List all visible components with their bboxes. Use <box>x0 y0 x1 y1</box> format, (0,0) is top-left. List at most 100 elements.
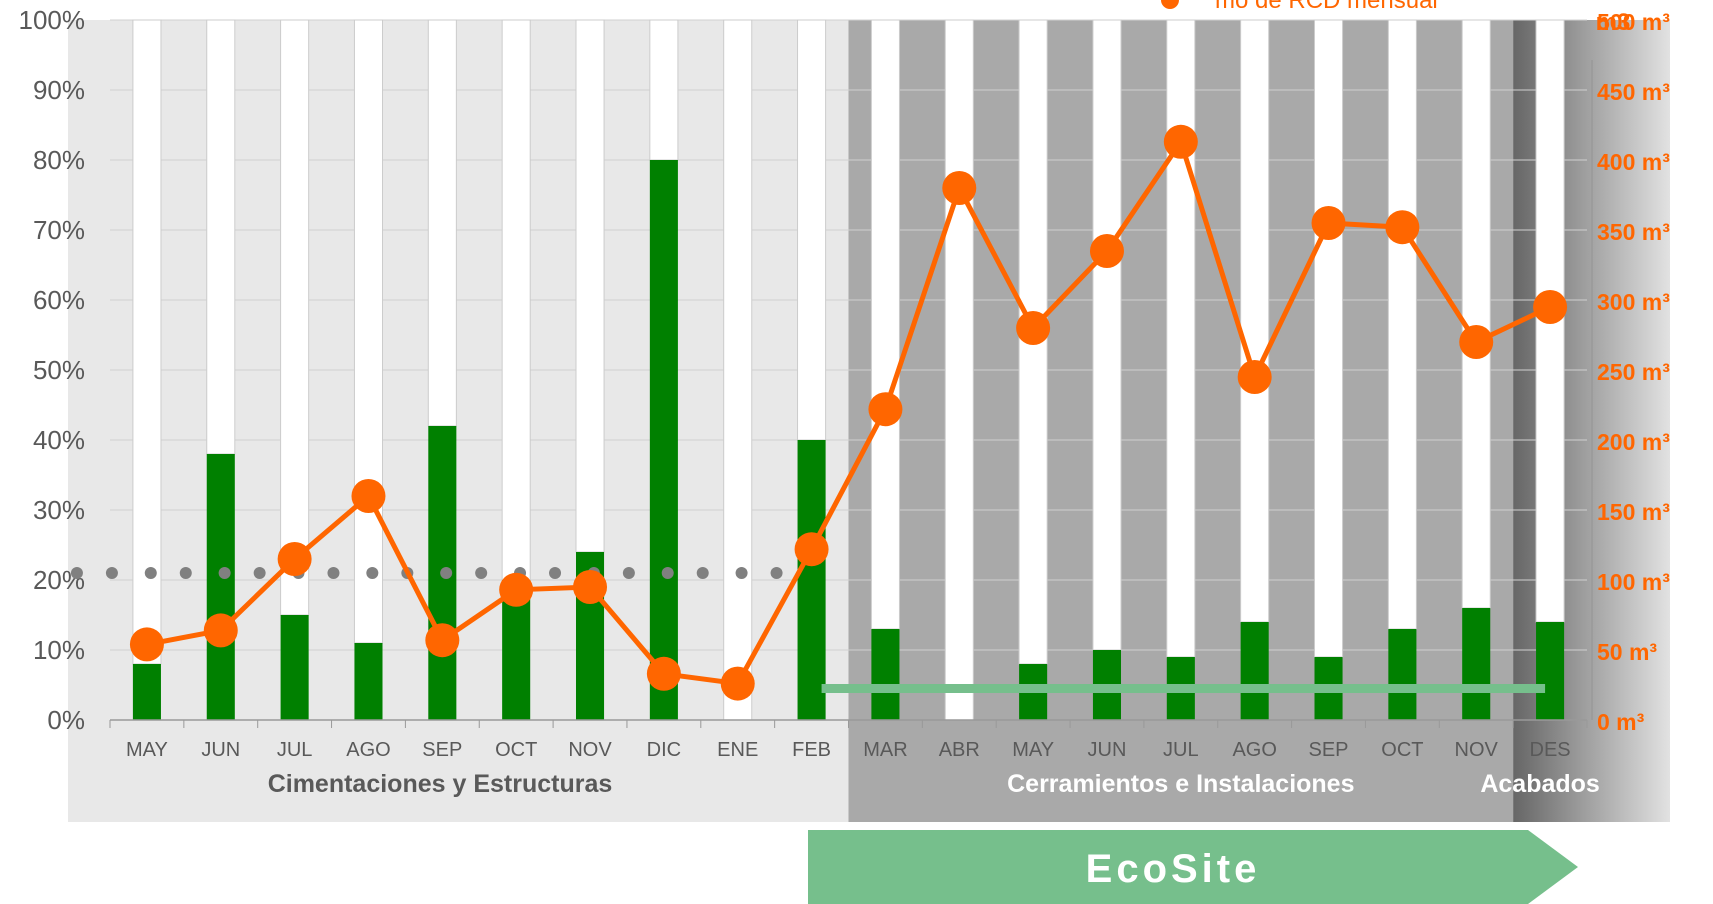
dotted-point <box>735 567 748 579</box>
x-tick-label: MAR <box>863 739 907 761</box>
bar-top <box>1240 19 1270 623</box>
dotted-point <box>661 567 674 579</box>
x-tick-label: JUN <box>201 739 240 761</box>
y2-tick-label: 0 m³ <box>1597 709 1645 735</box>
ecosite-banner <box>808 830 1578 904</box>
bar-bottom <box>132 664 161 720</box>
y2-tick-label: 450 m³ <box>1597 79 1670 105</box>
lines <box>70 124 1568 701</box>
bar-top <box>1092 19 1122 651</box>
bar-bottom <box>1462 608 1491 720</box>
rcd-point <box>1385 210 1420 245</box>
bar-top <box>427 19 457 427</box>
phase-bg-cimentaciones <box>68 20 849 822</box>
y2-tick-label: 50 m³ <box>1597 639 1657 665</box>
x-tick-label: JUN <box>1088 739 1127 761</box>
phase-label-acabados: Acabados <box>1480 770 1599 798</box>
x-tick-label: OCT <box>1381 739 1423 761</box>
bar-top <box>501 19 531 581</box>
y2-tick-label: 250 m³ <box>1597 359 1670 385</box>
dotted-point <box>622 567 635 579</box>
rcd-point <box>1089 234 1124 268</box>
bar-top <box>944 19 974 721</box>
rcd-point <box>1016 311 1051 345</box>
bar-bottom <box>280 615 309 720</box>
y-tick-label: 80% <box>33 145 85 175</box>
x-tick-label: MAY <box>126 739 168 761</box>
bar-bottom <box>354 643 383 720</box>
bar-top <box>132 19 162 665</box>
dotted-point <box>440 567 453 579</box>
y-tick-label: 60% <box>33 285 85 315</box>
phase-label-cerramientos: Cerramientos e Instalaciones <box>1007 770 1354 798</box>
rcd-point <box>942 171 977 205</box>
rcd-point <box>129 627 164 662</box>
x-tick-label: DES <box>1530 739 1571 761</box>
ecosite-banner-label: EcoSite <box>1086 847 1261 891</box>
rcd-point <box>351 479 386 513</box>
rcd-point <box>646 656 681 691</box>
dotted-point <box>144 567 157 579</box>
y2-tick-label: 350 m³ <box>1597 219 1670 245</box>
bar-top <box>353 19 384 644</box>
dotted-point <box>179 567 192 579</box>
dotted-point <box>696 567 709 579</box>
x-tick-label: AGO <box>1232 739 1276 761</box>
dotted-point <box>366 567 379 579</box>
dotted-point <box>549 567 562 579</box>
bar-top <box>649 19 679 161</box>
y2-tick-label: 400 m³ <box>1597 149 1670 175</box>
y-tick-label: 100% <box>19 5 86 35</box>
rcd-line <box>146 136 1552 687</box>
rcd-point <box>1311 206 1346 240</box>
dotted-point <box>327 567 340 579</box>
legend-marker <box>1161 0 1179 9</box>
bar-bottom <box>1240 622 1269 720</box>
y2-tick-label: 500 m³ <box>1597 9 1670 35</box>
dotted-point <box>105 567 118 579</box>
bar-top <box>1461 19 1491 609</box>
dotted-point <box>475 567 488 579</box>
bar-top <box>575 19 605 553</box>
y2-tick-label: 150 m³ <box>1597 499 1670 525</box>
x-tick-label: JUL <box>277 739 313 761</box>
x-tick-label: NOV <box>568 739 612 761</box>
labels: Cimentaciones y Estructuras Cerramientos … <box>268 770 1600 904</box>
x-tick-label: AGO <box>346 739 390 761</box>
y-tick-label: 70% <box>33 215 85 245</box>
y-tick-label: 30% <box>33 495 85 525</box>
rcd-point <box>425 623 460 658</box>
bar-bottom <box>1388 629 1417 720</box>
x-tick-label: NOV <box>1455 739 1499 761</box>
rcd-point <box>794 532 829 567</box>
right-margin <box>1670 0 1713 904</box>
bar-bottom <box>1536 622 1565 720</box>
bar-bottom <box>797 440 826 720</box>
rcd-point <box>499 572 534 607</box>
y-tick-label: 90% <box>33 75 85 105</box>
bar-bottom <box>649 160 678 720</box>
rcd-point <box>203 613 238 648</box>
x-tick-label: FEB <box>792 739 831 761</box>
rcd-point <box>277 542 312 576</box>
x-tick-label: ENE <box>717 739 758 761</box>
x-tick-label: SEP <box>422 739 462 761</box>
bars <box>132 19 1565 721</box>
bar-top <box>1166 19 1196 658</box>
dotted-point <box>770 567 783 579</box>
rcd-point <box>1459 325 1494 359</box>
y-tick-label: 40% <box>33 425 85 455</box>
bar-top <box>1387 19 1417 630</box>
y2-tick-label: 300 m³ <box>1597 289 1670 315</box>
bar-top <box>206 19 236 455</box>
rcd-point <box>1237 360 1272 394</box>
y2-tick-label: 200 m³ <box>1597 429 1670 455</box>
dotted-point <box>70 567 83 579</box>
bar-bottom <box>871 629 900 720</box>
phase-label-cimentaciones: Cimentaciones y Estructuras <box>268 770 613 798</box>
y-tick-label: 0% <box>47 705 85 735</box>
rcd-point <box>720 666 755 701</box>
x-tick-label: ABR <box>939 739 980 761</box>
bar-top <box>1313 19 1344 658</box>
